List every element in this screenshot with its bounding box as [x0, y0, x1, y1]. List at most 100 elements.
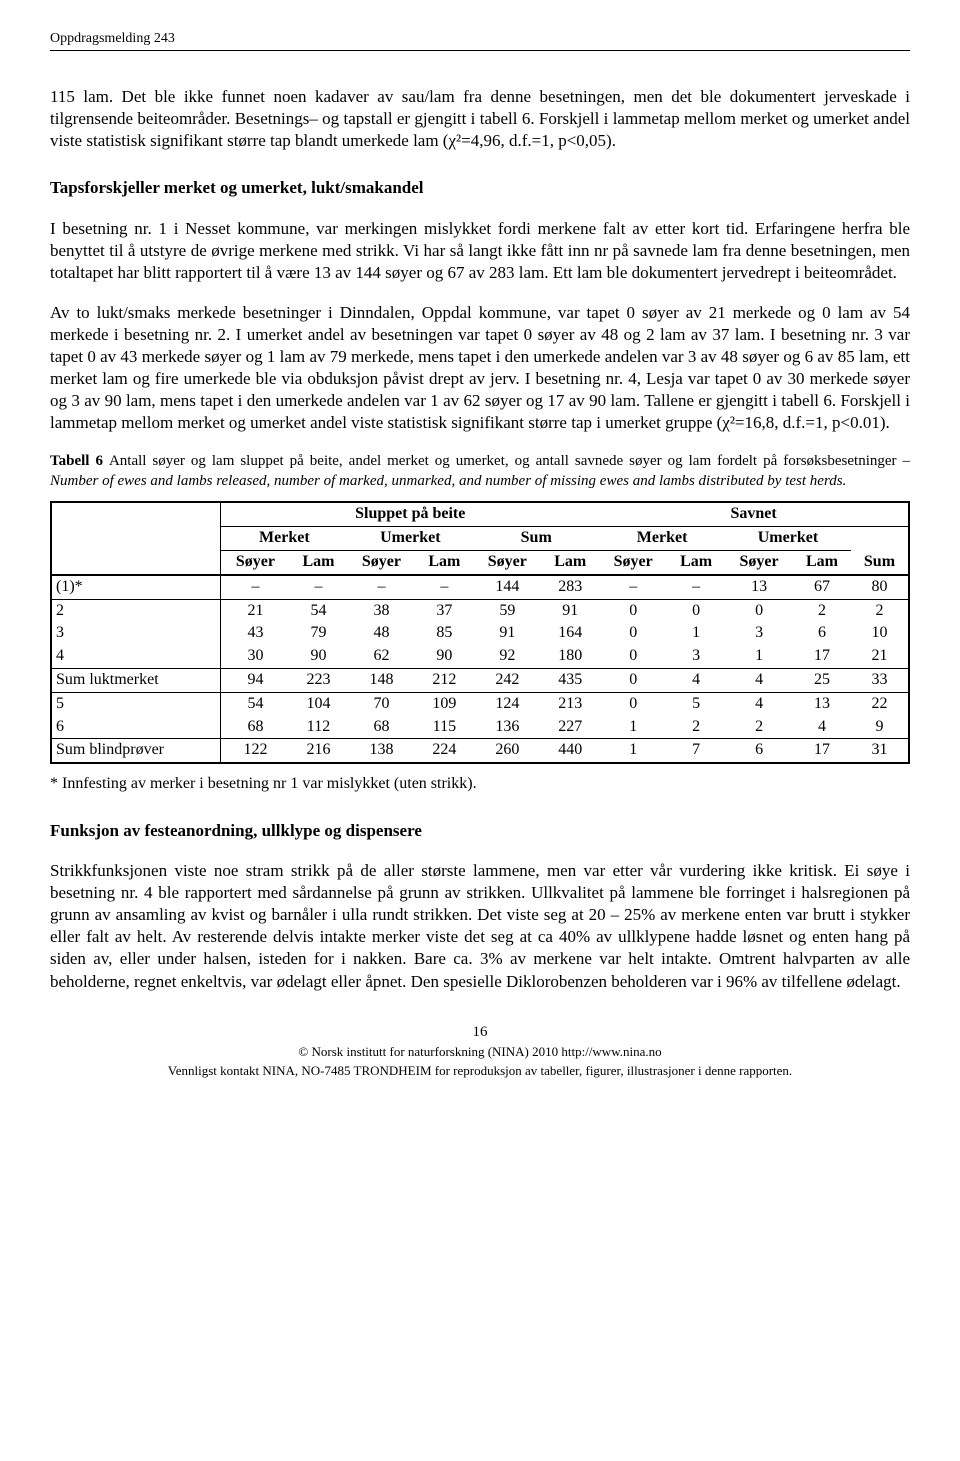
table-cell: 9	[851, 716, 909, 739]
col-header: Lam	[415, 551, 473, 575]
row-label: (1)*	[51, 575, 221, 599]
table-cell: 435	[541, 668, 599, 692]
table-cell: 216	[290, 739, 348, 763]
table-cell: 91	[473, 622, 541, 645]
table-cell: 242	[473, 668, 541, 692]
table-cell: 213	[541, 692, 599, 715]
table-cell: 212	[415, 668, 473, 692]
row-label: 5	[51, 692, 221, 715]
table-cell: 138	[347, 739, 415, 763]
table-cell: 90	[290, 645, 348, 668]
footer-copyright: © Norsk institutt for naturforskning (NI…	[50, 1044, 910, 1061]
table-cell: 124	[473, 692, 541, 715]
table-footnote: * Innfesting av merker i besetning nr 1 …	[50, 774, 910, 795]
col-header: Lam	[793, 551, 851, 575]
table-cell: 2	[725, 716, 793, 739]
table-cell: 62	[347, 645, 415, 668]
table-cell: 1	[667, 622, 725, 645]
table-header: Savnet	[599, 502, 909, 526]
row-label: Sum luktmerket	[51, 668, 221, 692]
table-caption: Tabell 6 Antall søyer og lam sluppet på …	[50, 452, 910, 491]
table-cell: 68	[221, 716, 290, 739]
table-cell: 440	[541, 739, 599, 763]
table-cell: 4	[667, 668, 725, 692]
table-cell: 223	[290, 668, 348, 692]
table-subheader: Merket	[599, 527, 725, 551]
table-cell: 0	[599, 645, 667, 668]
page-header: Oppdragsmelding 243	[50, 30, 910, 51]
caption-text: Antall søyer og lam sluppet på beite, an…	[109, 453, 910, 469]
table-cell: 67	[793, 575, 851, 599]
table-subheader: Sum	[473, 527, 599, 551]
col-header: Søyer	[473, 551, 541, 575]
table-cell: –	[415, 575, 473, 599]
col-header: Søyer	[221, 551, 290, 575]
table-cell: 260	[473, 739, 541, 763]
table-cell: 148	[347, 668, 415, 692]
row-label: 6	[51, 716, 221, 739]
table-cell: 59	[473, 599, 541, 622]
table-cell: 0	[599, 599, 667, 622]
table-cell: 79	[290, 622, 348, 645]
table-cell: 112	[290, 716, 348, 739]
table-cell: 13	[725, 575, 793, 599]
table-cell: 1	[725, 645, 793, 668]
table-cell: 90	[415, 645, 473, 668]
row-label: Sum blindprøver	[51, 739, 221, 763]
section-heading: Tapsforskjeller merket og umerket, lukt/…	[50, 177, 910, 199]
table-cell: 2	[851, 599, 909, 622]
table-cell: –	[290, 575, 348, 599]
table-cell: 68	[347, 716, 415, 739]
table-cell: 0	[599, 668, 667, 692]
table-cell: 144	[473, 575, 541, 599]
table-cell: 0	[599, 692, 667, 715]
table-cell: 54	[290, 599, 348, 622]
table-cell: –	[221, 575, 290, 599]
table-cell: 0	[599, 622, 667, 645]
row-label: 4	[51, 645, 221, 668]
table-cell: 80	[851, 575, 909, 599]
table-cell: 25	[793, 668, 851, 692]
table-cell: 43	[221, 622, 290, 645]
table-cell: 3	[667, 645, 725, 668]
table-cell: 21	[851, 645, 909, 668]
caption-label: Tabell 6	[50, 453, 109, 469]
table-cell: 224	[415, 739, 473, 763]
table-cell: 2	[667, 716, 725, 739]
table-cell: 109	[415, 692, 473, 715]
table-cell: 136	[473, 716, 541, 739]
table-cell: 10	[851, 622, 909, 645]
table-cell: 54	[221, 692, 290, 715]
table-cell: 91	[541, 599, 599, 622]
body-paragraph: Strikkfunksjonen viste noe stram strikk …	[50, 860, 910, 993]
table-cell: 122	[221, 739, 290, 763]
table-cell: 92	[473, 645, 541, 668]
table-cell: 22	[851, 692, 909, 715]
table-cell: 7	[667, 739, 725, 763]
table-cell: 13	[793, 692, 851, 715]
table-cell: 2	[793, 599, 851, 622]
table-cell: 70	[347, 692, 415, 715]
table-cell: 37	[415, 599, 473, 622]
table-cell: 85	[415, 622, 473, 645]
table-cell: 38	[347, 599, 415, 622]
col-header: Lam	[667, 551, 725, 575]
table-cell: 21	[221, 599, 290, 622]
table-cell: 1	[599, 716, 667, 739]
table-subheader: Umerket	[347, 527, 473, 551]
table-cell: –	[599, 575, 667, 599]
table-cell: 3	[725, 622, 793, 645]
table-subheader: Merket	[221, 527, 348, 551]
table-cell: –	[667, 575, 725, 599]
table-cell: 5	[667, 692, 725, 715]
table-cell: 6	[793, 622, 851, 645]
table-cell: 48	[347, 622, 415, 645]
table-cell: 6	[725, 739, 793, 763]
data-table: Sluppet på beite Savnet Merket Umerket S…	[50, 501, 910, 764]
col-header: Søyer	[599, 551, 667, 575]
table-cell: 104	[290, 692, 348, 715]
table-cell: 4	[725, 692, 793, 715]
table-cell: 1	[599, 739, 667, 763]
table-cell: 4	[793, 716, 851, 739]
table-cell: 180	[541, 645, 599, 668]
